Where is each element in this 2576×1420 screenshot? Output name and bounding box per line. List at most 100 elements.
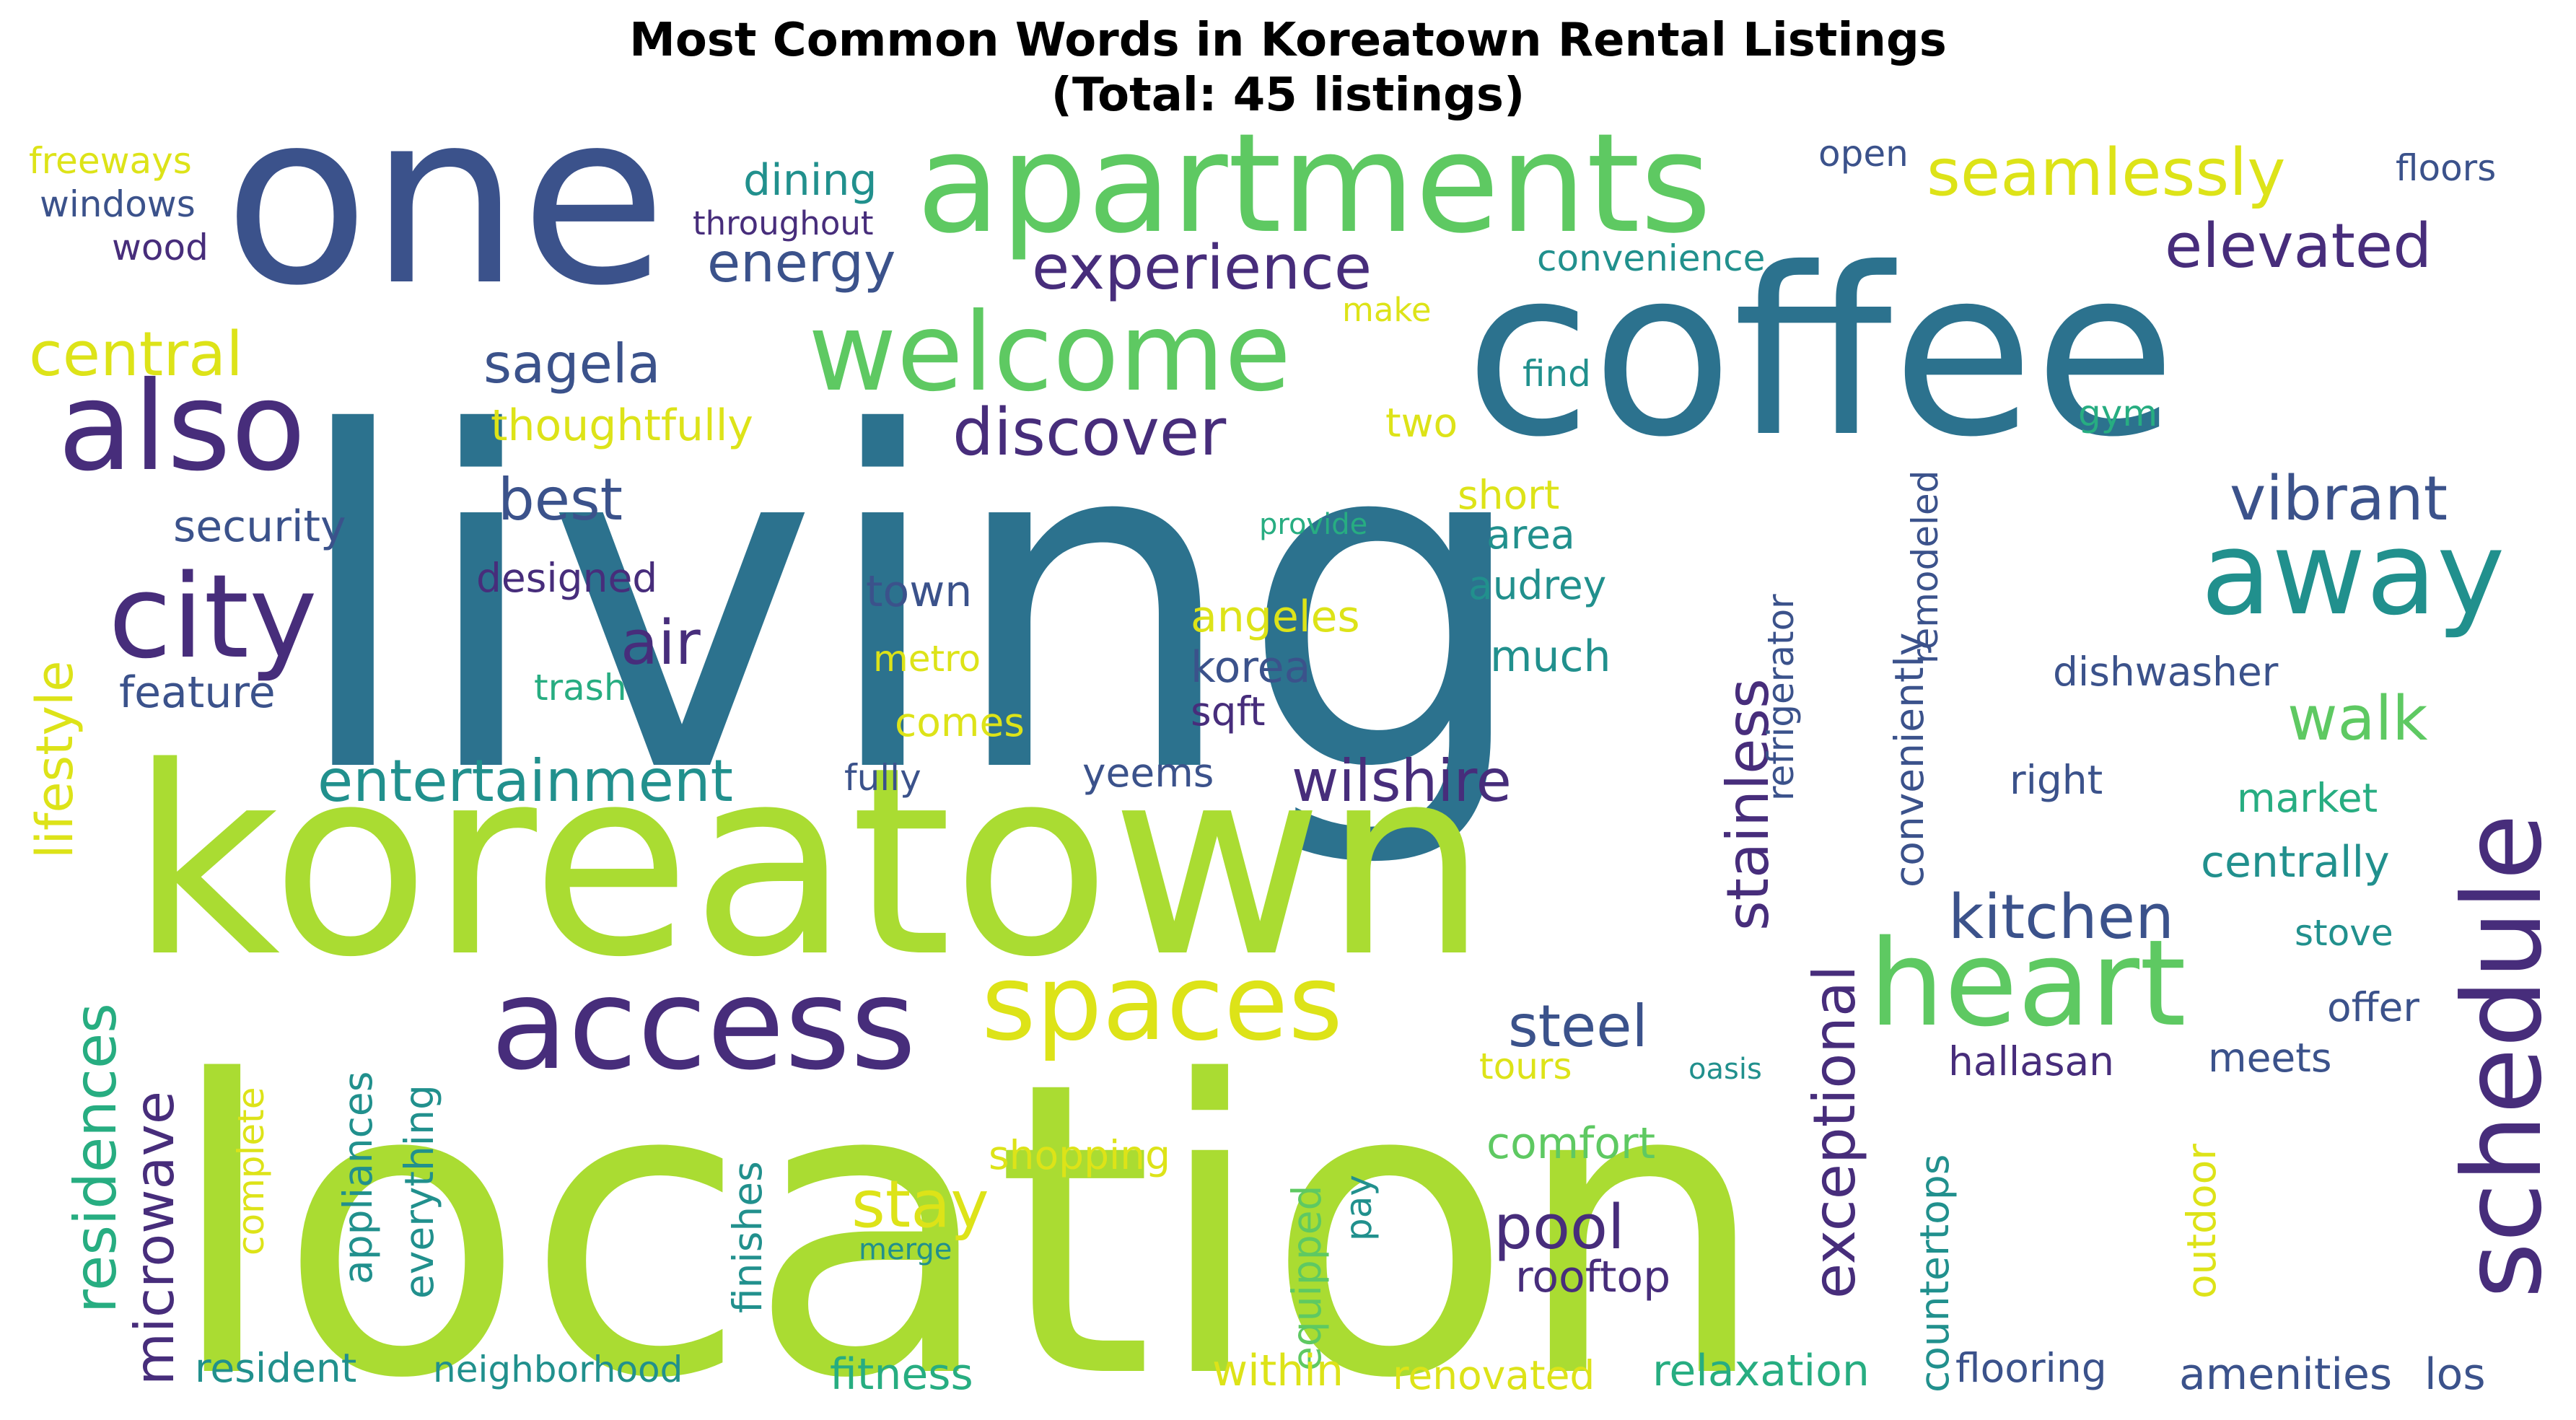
word-stay: stay	[851, 1167, 989, 1242]
word-refrigerator: refrigerator	[1760, 594, 1802, 801]
word-town: town	[866, 566, 972, 617]
word-comfort: comfort	[1486, 1118, 1655, 1169]
word-residences: residences	[62, 1003, 129, 1313]
word-best: best	[498, 466, 623, 533]
word-throughout: throughout	[693, 204, 874, 242]
word-flooring: flooring	[1955, 1345, 2107, 1391]
word-away: away	[2201, 506, 2505, 641]
word-steel: steel	[1508, 993, 1648, 1060]
word-stainless: stainless	[1714, 678, 1782, 931]
chart-title: Most Common Words in Koreatown Rental Li…	[0, 13, 2576, 123]
word-resident: resident	[195, 1345, 356, 1391]
word-tours: tours	[1479, 1046, 1572, 1087]
word-central: central	[29, 319, 243, 390]
word-yeems: yeems	[1082, 750, 1214, 796]
word-exceptional: exceptional	[1801, 965, 1868, 1299]
word-finishes: finishes	[724, 1161, 771, 1313]
word-shopping: shopping	[989, 1132, 1170, 1178]
word-provide: provide	[1259, 508, 1367, 541]
word-fitness: fitness	[830, 1349, 973, 1400]
word-freeways: freeways	[29, 140, 192, 182]
word-much: much	[1490, 631, 1611, 682]
word-neighborhood: neighborhood	[433, 1349, 683, 1390]
word-conveniently: conveniently	[1886, 633, 1932, 888]
word-microwave: microwave	[123, 1091, 186, 1385]
word-security: security	[173, 501, 346, 552]
word-los: los	[2424, 1349, 2486, 1400]
word-two: two	[1385, 400, 1458, 446]
word-find: find	[1523, 353, 1591, 395]
word-walk: walk	[2287, 683, 2427, 755]
word-location: location	[166, 996, 1769, 1420]
word-living: living	[289, 336, 1533, 874]
word-energy: energy	[707, 231, 895, 294]
word-wilshire: wilshire	[1292, 748, 1512, 815]
word-seamlessly: seamlessly	[1927, 135, 2286, 211]
word-market: market	[2237, 775, 2378, 821]
word-metro: metro	[873, 638, 981, 680]
word-sqft: sqft	[1191, 688, 1266, 735]
word-wood: wood	[112, 227, 209, 268]
word-one: one	[224, 61, 667, 338]
title-line-2: (Total: 45 listings)	[1051, 69, 1525, 122]
word-comes: comes	[895, 699, 1025, 745]
word-appliances: appliances	[335, 1071, 381, 1284]
word-stove: stove	[2295, 912, 2393, 954]
word-right: right	[2010, 757, 2103, 803]
word-floors: floors	[2396, 147, 2496, 189]
word-centrally: centrally	[2201, 837, 2390, 888]
word-dishwasher: dishwasher	[2053, 649, 2279, 695]
word-windows: windows	[40, 183, 196, 225]
word-hallasan: hallasan	[1948, 1038, 2114, 1084]
word-angeles: angeles	[1191, 592, 1360, 642]
word-area: area	[1486, 512, 1575, 558]
word-lifestyle: lifestyle	[25, 661, 84, 859]
word-renovated: renovated	[1393, 1352, 1595, 1398]
word-merge: merge	[859, 1233, 952, 1266]
word-city: city	[108, 549, 317, 684]
word-countertops: countertops	[1911, 1154, 1958, 1393]
word-short: short	[1458, 472, 1559, 518]
word-also: also	[58, 356, 306, 499]
word-apartments: apartments	[916, 104, 1712, 263]
word-trash: trash	[534, 667, 627, 709]
word-make: make	[1342, 291, 1432, 329]
word-welcome: welcome	[808, 290, 1291, 416]
word-rooftop: rooftop	[1515, 1252, 1670, 1302]
word-entertainment: entertainment	[317, 748, 733, 815]
word-elevated: elevated	[2165, 211, 2432, 282]
word-pay: pay	[1338, 1175, 1380, 1241]
word-air: air	[621, 608, 701, 679]
word-sagela: sagela	[483, 332, 661, 395]
word-heart: heart	[1869, 914, 2186, 1053]
word-koreatown: koreatown	[130, 711, 1488, 1014]
word-korea: korea	[1191, 642, 1310, 693]
word-everything: everything	[396, 1084, 442, 1299]
word-relaxation: relaxation	[1652, 1346, 1870, 1396]
word-remodeled: remodeled	[1904, 470, 1946, 664]
word-audrey: audrey	[1468, 562, 1606, 608]
word-schedule: schedule	[2440, 814, 2566, 1299]
word-pool: pool	[1494, 1192, 1625, 1263]
word-convenience: convenience	[1537, 237, 1765, 279]
word-meets: meets	[2208, 1035, 2331, 1081]
word-spaces: spaces	[981, 942, 1343, 1064]
word-experience: experience	[1032, 232, 1372, 304]
word-vibrant: vibrant	[2230, 463, 2448, 535]
word-equipped: equipped	[1284, 1185, 1330, 1371]
word-within: within	[1212, 1346, 1344, 1396]
word-discover: discover	[952, 395, 1226, 470]
word-dining: dining	[743, 155, 877, 206]
word-amenities: amenities	[2179, 1349, 2392, 1400]
word-offer: offer	[2327, 984, 2419, 1030]
word-kitchen: kitchen	[1948, 882, 2174, 953]
word-open: open	[1818, 133, 1909, 175]
word-fully: fully	[844, 757, 921, 799]
word-access: access	[491, 952, 916, 1098]
word-outdoor: outdoor	[2178, 1144, 2225, 1299]
word-feature: feature	[119, 667, 276, 718]
word-oasis: oasis	[1688, 1053, 1762, 1086]
word-gym: gym	[2078, 393, 2157, 434]
word-complete: complete	[230, 1087, 272, 1255]
word-coffee: coffee	[1465, 219, 2176, 488]
